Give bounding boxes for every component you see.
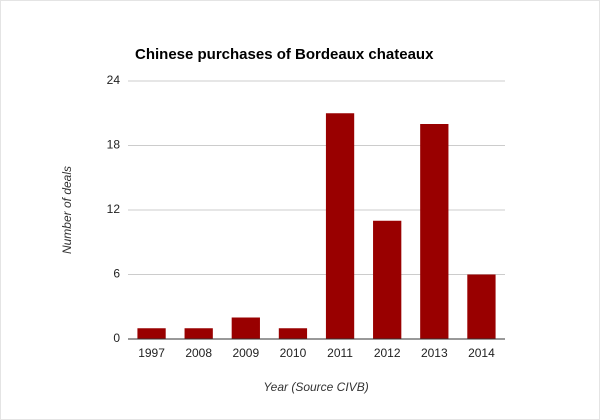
x-tick-label: 1997 (138, 346, 165, 360)
x-tick-label: 2010 (280, 346, 307, 360)
chart-title: Chinese purchases of Bordeaux chateaux (135, 46, 434, 63)
bar (231, 317, 260, 339)
x-tick-label: 2013 (421, 346, 448, 360)
bar (467, 274, 496, 339)
y-tick-label: 6 (113, 267, 120, 281)
bar (184, 328, 213, 339)
y-tick-label: 12 (107, 202, 121, 216)
x-tick-label: 2011 (327, 346, 353, 360)
bar (278, 328, 308, 339)
x-tick-label: 2009 (232, 346, 259, 360)
x-tick-label: 2008 (185, 346, 212, 360)
x-tick-label: 2012 (374, 346, 401, 360)
y-axis-title: Number of deals (60, 166, 74, 254)
x-axis-title: Year (Source CIVB) (263, 380, 368, 394)
bar (373, 220, 402, 339)
y-tick-label: 18 (107, 138, 121, 152)
bar (137, 328, 166, 339)
y-tick-label: 24 (107, 73, 121, 87)
x-tick-label: 2014 (468, 346, 495, 360)
bar (325, 113, 355, 339)
y-tick-label: 0 (113, 331, 120, 345)
bar (420, 124, 449, 339)
